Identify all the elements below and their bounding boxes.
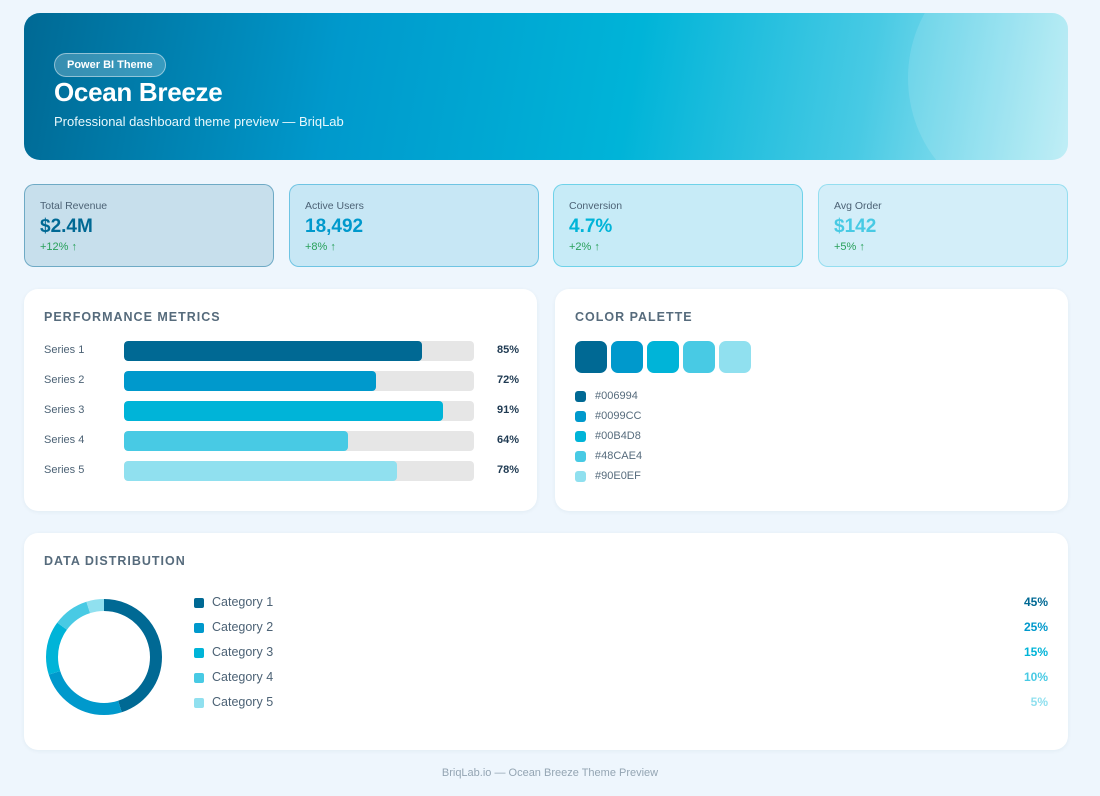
bar-label: Series 1: [44, 344, 85, 356]
donut-slice-5: [46, 599, 162, 715]
kpi-value: 18,492: [305, 216, 364, 237]
legend-dot: [194, 648, 204, 658]
bar-fill: [124, 401, 443, 421]
bar-row: Series 2 72%: [44, 371, 519, 391]
legend-percent: 25%: [1023, 620, 1048, 634]
legend-dot: [194, 673, 204, 683]
bar-row: Series 4 64%: [44, 431, 519, 451]
kpi-change: +12% ↑: [40, 241, 77, 253]
legend-item: Category 2 25%: [194, 620, 1048, 636]
bar-track: [124, 341, 474, 361]
page-subtitle: Professional dashboard theme preview — B…: [54, 114, 344, 129]
legend-percent: 5%: [1030, 695, 1048, 709]
bar-value: 85%: [496, 344, 519, 356]
kpi-label: Avg Order: [834, 200, 882, 212]
donut-slice-3: [46, 599, 162, 715]
footer-text: BriqLab.io — Ocean Breeze Theme Preview: [441, 767, 659, 779]
legend-item: Category 3 15%: [194, 645, 1048, 661]
donut-slice-2: [46, 599, 162, 715]
color-dot: [575, 451, 586, 462]
legend-percent: 10%: [1023, 670, 1048, 684]
color-dot: [575, 411, 586, 422]
bar-label: Series 2: [44, 374, 85, 386]
color-swatch: [647, 341, 679, 373]
data-distribution-card: DATA DISTRIBUTION Category 1 45% Categor…: [24, 533, 1068, 750]
legend-label: Category 2: [212, 620, 274, 634]
kpi-label: Conversion: [569, 200, 623, 212]
hex-code: #90E0EF: [595, 470, 641, 482]
hex-code: #00B4D8: [595, 430, 641, 442]
kpi-label: Active Users: [305, 200, 364, 212]
kpi-card-conversion: Conversion 4.7% +2% ↑: [553, 184, 803, 267]
color-dot: [575, 391, 586, 402]
bar-track: [124, 371, 474, 391]
card-title: COLOR PALETTE: [575, 310, 693, 324]
bar-label: Series 5: [44, 464, 85, 476]
bar-label: Series 3: [44, 404, 85, 416]
kpi-value: 4.7%: [569, 216, 613, 237]
legend-dot: [194, 623, 204, 633]
kpi-card-active-users: Active Users 18,492 +8% ↑: [289, 184, 539, 267]
performance-metrics-card: PERFORMANCE METRICS Series 1 85% Series …: [24, 289, 537, 511]
bar-value: 78%: [496, 464, 519, 476]
page-title: Ocean Breeze: [54, 77, 223, 107]
color-swatch: [719, 341, 751, 373]
kpi-value: $142: [834, 216, 877, 237]
color-swatch: [611, 341, 643, 373]
bar-value: 72%: [496, 374, 519, 386]
card-title: DATA DISTRIBUTION: [44, 554, 186, 568]
kpi-card-avg-order: Avg Order $142 +5% ↑: [818, 184, 1068, 267]
kpi-change: +2% ↑: [569, 241, 600, 253]
bar-row: Series 5 78%: [44, 461, 519, 481]
legend-percent: 15%: [1023, 645, 1048, 659]
bar-fill: [124, 461, 397, 481]
color-swatch: [683, 341, 715, 373]
hex-code: #0099CC: [595, 410, 642, 422]
legend-label: Category 4: [212, 670, 274, 684]
card-title: PERFORMANCE METRICS: [44, 310, 221, 324]
legend-item: Category 5 5%: [194, 695, 1048, 711]
bar-track: [124, 401, 474, 421]
legend-item: Category 4 10%: [194, 670, 1048, 686]
bar-label: Series 4: [44, 434, 85, 446]
color-dot: [575, 471, 586, 482]
bar-row: Series 3 91%: [44, 401, 519, 421]
bar-track: [124, 461, 474, 481]
color-palette-card: COLOR PALETTE #006994 #0099CC #00B4D8 #4…: [555, 289, 1068, 511]
legend-label: Category 1: [212, 595, 274, 609]
legend-item: Category 1 45%: [194, 595, 1048, 611]
legend-label: Category 3: [212, 645, 274, 659]
kpi-label: Total Revenue: [40, 200, 108, 212]
legend-dot: [194, 698, 204, 708]
kpi-card-total-revenue: Total Revenue $2.4M +12% ↑: [24, 184, 274, 267]
kpi-value: $2.4M: [40, 216, 93, 237]
donut-chart: [46, 599, 162, 715]
kpi-change: +8% ↑: [305, 241, 336, 253]
legend-percent: 45%: [1023, 595, 1048, 609]
legend-dot: [194, 598, 204, 608]
bar-fill: [124, 341, 422, 361]
theme-badge: Power BI Theme: [54, 53, 166, 77]
kpi-change: +5% ↑: [834, 241, 865, 253]
decorative-circle: [908, 13, 1068, 160]
bar-fill: [124, 371, 376, 391]
bar-row: Series 1 85%: [44, 341, 519, 361]
color-swatch: [575, 341, 607, 373]
bar-value: 64%: [496, 434, 519, 446]
legend-label: Category 5: [212, 695, 274, 709]
header-banner: Power BI Theme Ocean Breeze Professional…: [24, 13, 1068, 160]
hex-code: #48CAE4: [595, 450, 643, 462]
hex-code: #006994: [595, 390, 638, 402]
bar-fill: [124, 431, 348, 451]
bar-track: [124, 431, 474, 451]
bar-value: 91%: [496, 404, 519, 416]
color-dot: [575, 431, 586, 442]
